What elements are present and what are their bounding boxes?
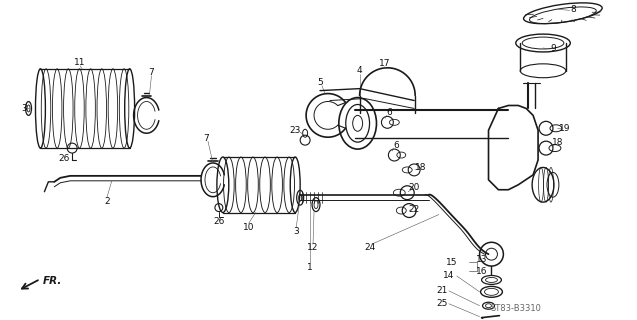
Text: 7: 7 — [148, 68, 154, 77]
Text: 3: 3 — [293, 227, 299, 236]
Text: ST83-B3310: ST83-B3310 — [490, 304, 541, 313]
Text: 17: 17 — [378, 59, 390, 68]
Text: 18: 18 — [552, 138, 564, 147]
Text: 2: 2 — [104, 197, 110, 206]
Text: 1: 1 — [307, 263, 313, 272]
Text: 25: 25 — [436, 299, 448, 308]
Text: 19: 19 — [559, 124, 571, 133]
Text: 26: 26 — [59, 154, 70, 163]
Text: 11: 11 — [75, 58, 86, 67]
Text: 15: 15 — [446, 258, 457, 267]
Text: 3: 3 — [22, 104, 27, 113]
Text: 6: 6 — [387, 108, 392, 117]
Text: 5: 5 — [317, 78, 323, 87]
Text: 7: 7 — [203, 134, 209, 143]
Text: 4: 4 — [357, 66, 362, 75]
Text: 14: 14 — [443, 271, 455, 281]
Text: 13: 13 — [476, 255, 487, 264]
Text: 12: 12 — [308, 243, 318, 252]
Text: 23: 23 — [289, 126, 301, 135]
Text: 6: 6 — [394, 140, 399, 150]
Text: 10: 10 — [243, 223, 254, 232]
Text: 8: 8 — [570, 5, 576, 14]
Text: 18: 18 — [415, 164, 427, 172]
Text: 20: 20 — [408, 183, 420, 192]
Text: 16: 16 — [476, 267, 487, 276]
Text: 21: 21 — [436, 286, 448, 295]
Text: 24: 24 — [364, 243, 375, 252]
Text: 9: 9 — [550, 44, 556, 53]
Text: 26: 26 — [213, 217, 225, 226]
Text: FR.: FR. — [43, 276, 62, 286]
Text: 22: 22 — [408, 205, 420, 214]
